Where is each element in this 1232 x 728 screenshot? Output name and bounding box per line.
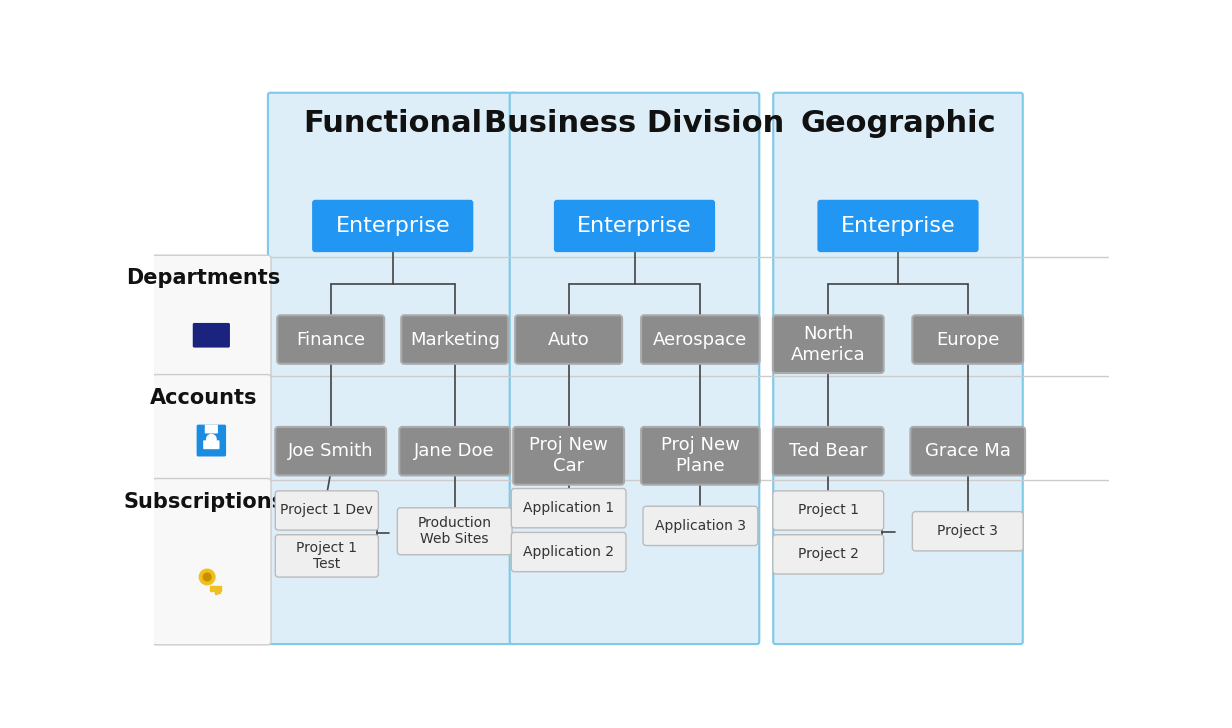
FancyBboxPatch shape [197,424,227,456]
Text: Project 2: Project 2 [798,547,859,561]
FancyBboxPatch shape [402,315,508,364]
FancyBboxPatch shape [153,256,271,379]
FancyBboxPatch shape [275,427,386,475]
Text: Business Division: Business Division [484,109,785,138]
FancyBboxPatch shape [153,478,271,645]
FancyBboxPatch shape [515,315,622,364]
FancyBboxPatch shape [205,424,218,433]
Circle shape [203,573,211,581]
FancyBboxPatch shape [399,427,510,475]
Text: Production
Web Sites: Production Web Sites [418,516,492,547]
FancyBboxPatch shape [203,440,219,449]
Text: Jane Doe: Jane Doe [414,442,495,460]
Text: Application 3: Application 3 [655,519,745,533]
Text: Project 1
Test: Project 1 Test [297,541,357,571]
Text: Departments: Departments [127,269,281,288]
FancyBboxPatch shape [312,199,473,252]
FancyBboxPatch shape [153,375,271,483]
Text: Functional: Functional [303,109,482,138]
FancyBboxPatch shape [913,315,1023,364]
FancyBboxPatch shape [398,508,513,555]
FancyBboxPatch shape [772,315,883,373]
Text: Auto: Auto [548,331,589,349]
Text: Application 2: Application 2 [524,545,614,559]
Text: Subscriptions: Subscriptions [123,491,285,512]
Text: Geographic: Geographic [801,109,995,138]
Text: Proj New
Car: Proj New Car [530,436,609,475]
Text: North
America: North America [791,325,866,363]
FancyBboxPatch shape [772,427,883,475]
Text: Proj New
Plane: Proj New Plane [660,436,739,475]
FancyBboxPatch shape [267,92,517,644]
FancyBboxPatch shape [554,199,715,252]
Text: Enterprise: Enterprise [577,216,692,236]
Text: Grace Ma: Grace Ma [925,442,1010,460]
Text: Marketing: Marketing [410,331,500,349]
FancyBboxPatch shape [910,427,1025,475]
FancyBboxPatch shape [511,488,626,528]
FancyBboxPatch shape [192,323,230,347]
Polygon shape [195,339,228,346]
Text: Enterprise: Enterprise [335,216,450,236]
Bar [214,591,217,594]
FancyBboxPatch shape [641,315,760,364]
Text: Project 1 Dev: Project 1 Dev [281,504,373,518]
Text: Aerospace: Aerospace [653,331,748,349]
Text: Project 1: Project 1 [798,504,859,518]
FancyBboxPatch shape [772,535,883,574]
Text: Project 3: Project 3 [938,524,998,538]
FancyBboxPatch shape [643,506,758,545]
Circle shape [207,435,216,444]
FancyBboxPatch shape [275,535,378,577]
FancyBboxPatch shape [817,199,978,252]
FancyBboxPatch shape [514,427,625,485]
Text: Joe Smith: Joe Smith [288,442,373,460]
Text: Europe: Europe [936,331,999,349]
Bar [218,591,219,593]
Circle shape [200,569,214,585]
FancyBboxPatch shape [275,491,378,530]
FancyBboxPatch shape [510,92,759,644]
Text: Enterprise: Enterprise [840,216,955,236]
Text: Application 1: Application 1 [524,501,615,515]
Bar [209,587,221,591]
FancyBboxPatch shape [774,92,1023,644]
FancyBboxPatch shape [913,512,1023,551]
Text: Accounts: Accounts [150,388,257,408]
Text: Ted Bear: Ted Bear [788,442,867,460]
FancyBboxPatch shape [277,315,384,364]
Text: Finance: Finance [296,331,365,349]
FancyBboxPatch shape [641,427,760,485]
FancyBboxPatch shape [772,491,883,530]
FancyBboxPatch shape [511,532,626,571]
